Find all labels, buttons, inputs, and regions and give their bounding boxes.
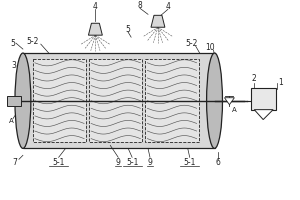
- Ellipse shape: [15, 53, 31, 148]
- Text: 5: 5: [11, 39, 15, 48]
- Text: 5-1: 5-1: [126, 158, 138, 167]
- Text: 5-1: 5-1: [184, 158, 196, 167]
- Text: A: A: [232, 107, 237, 113]
- Text: 10: 10: [205, 43, 214, 52]
- Text: 1: 1: [279, 78, 283, 87]
- Bar: [23, 53, 215, 148]
- Text: 3: 3: [11, 61, 16, 70]
- Bar: [33, 59, 86, 142]
- Bar: [146, 59, 199, 142]
- Polygon shape: [151, 15, 165, 27]
- Text: 4: 4: [93, 2, 98, 11]
- Text: 2: 2: [252, 74, 256, 83]
- Bar: [251, 88, 276, 110]
- Polygon shape: [254, 110, 273, 120]
- Text: 5-2: 5-2: [185, 39, 198, 48]
- Polygon shape: [88, 23, 102, 35]
- Text: 5-1: 5-1: [52, 158, 65, 167]
- Ellipse shape: [207, 53, 223, 148]
- Bar: [33, 59, 86, 142]
- Text: 5-2: 5-2: [27, 37, 39, 46]
- Text: 9: 9: [148, 158, 152, 167]
- Text: A: A: [9, 118, 14, 124]
- Text: 9: 9: [116, 158, 121, 167]
- Bar: [89, 59, 142, 142]
- Text: 6: 6: [215, 158, 220, 167]
- Text: 4: 4: [165, 2, 170, 11]
- Bar: [89, 59, 142, 142]
- Text: 7: 7: [13, 158, 17, 167]
- Bar: [7, 96, 21, 106]
- Text: 8: 8: [138, 1, 142, 10]
- Bar: [146, 59, 199, 142]
- Text: 5: 5: [126, 25, 130, 34]
- Polygon shape: [224, 98, 234, 105]
